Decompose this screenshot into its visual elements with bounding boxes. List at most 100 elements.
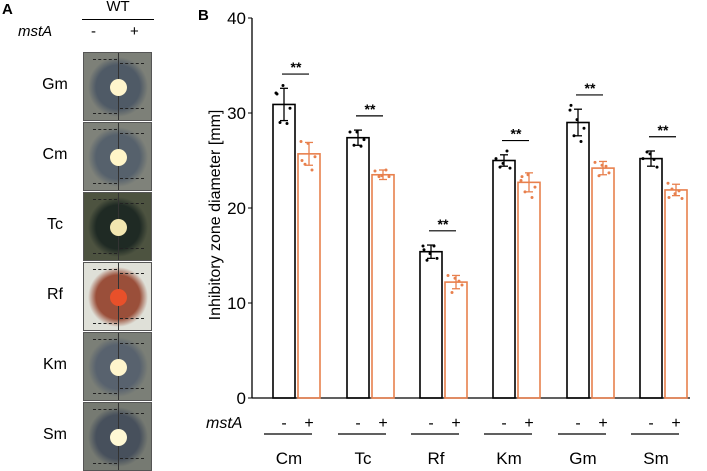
antibiotic-disc	[110, 289, 127, 306]
zone-mark	[120, 273, 144, 274]
data-point	[299, 140, 303, 143]
data-point	[310, 168, 314, 172]
zone-mark	[120, 63, 144, 64]
zone-mark	[93, 183, 117, 184]
data-point	[377, 175, 381, 179]
data-point	[450, 291, 454, 295]
data-point	[380, 174, 384, 178]
zone-mark	[93, 409, 117, 410]
zone-mark	[93, 59, 117, 60]
data-point	[348, 130, 352, 134]
plate-label: Gm	[42, 76, 68, 93]
bar-Cm-minus	[272, 103, 296, 399]
category-label: Cm	[276, 449, 302, 468]
data-point	[673, 192, 677, 196]
bar-Km-minus	[492, 159, 516, 399]
data-point	[519, 178, 523, 182]
bar-Sm-plus	[664, 189, 688, 399]
bar-Tc-minus	[346, 136, 370, 399]
data-point	[421, 244, 425, 248]
antibiotic-disc	[110, 79, 127, 96]
data-point	[275, 92, 279, 96]
plate-image	[83, 52, 152, 121]
data-point	[387, 175, 391, 179]
condition-label: +	[598, 415, 607, 432]
bar-Rf-plus	[444, 281, 468, 399]
y-tick-label: 30	[227, 104, 246, 123]
bar-Tc-plus	[371, 173, 395, 399]
strain-label: WT	[106, 0, 130, 15]
plate-image	[83, 262, 152, 331]
data-point	[359, 144, 363, 148]
panel-a-label: A	[2, 1, 13, 18]
data-point	[288, 106, 292, 110]
condition-label: -	[355, 415, 360, 432]
condition-label: +	[524, 415, 533, 432]
data-point	[582, 126, 586, 130]
condition-label: +	[378, 415, 387, 432]
zone-mark	[120, 203, 144, 204]
antibiotic-disc	[110, 429, 127, 446]
data-point	[355, 130, 359, 134]
data-point	[303, 162, 307, 166]
data-point	[670, 187, 674, 191]
data-point	[384, 168, 388, 172]
condition-label: -	[648, 415, 653, 432]
significance-label: **	[511, 126, 522, 142]
data-point	[428, 252, 432, 256]
data-point	[352, 143, 356, 147]
zone-mark	[120, 318, 144, 319]
data-point	[530, 196, 534, 200]
y-tick-label: 40	[227, 9, 246, 28]
data-point	[460, 283, 464, 287]
zone-mark	[120, 343, 144, 344]
bar-Sm-minus	[639, 157, 663, 399]
zone-mark	[93, 463, 117, 464]
antibiotic-disc	[110, 149, 127, 166]
data-point	[579, 140, 583, 143]
zone-mark	[93, 323, 117, 324]
plate-label: Cm	[42, 146, 68, 163]
data-point	[568, 108, 572, 112]
data-point	[446, 273, 450, 277]
condition-label: -	[281, 415, 286, 432]
plate-label: Tc	[47, 216, 63, 233]
zone-mark	[120, 413, 144, 414]
plate-image	[83, 332, 152, 401]
data-point	[285, 121, 289, 125]
plate-label: Km	[43, 356, 67, 373]
data-point	[677, 189, 681, 193]
zone-mark	[93, 269, 117, 270]
antibiotic-disc	[110, 219, 127, 236]
zone-mark	[93, 393, 117, 394]
data-point	[425, 258, 429, 262]
condition-plus: +	[130, 23, 139, 40]
data-point	[508, 166, 512, 170]
data-point	[569, 103, 573, 107]
zone-mark	[120, 178, 144, 179]
data-point	[666, 181, 670, 185]
data-point	[278, 121, 282, 124]
zone-mark	[120, 108, 144, 109]
condition-label: +	[671, 415, 680, 432]
zone-mark	[93, 199, 117, 200]
y-tick-label: 0	[237, 389, 246, 408]
zone-mark	[93, 253, 117, 254]
zone-mark	[93, 339, 117, 340]
zone-mark	[120, 458, 144, 459]
bar-Gm-plus	[591, 167, 615, 399]
condition-minus: -	[91, 23, 96, 40]
data-point	[432, 244, 436, 248]
data-point	[457, 279, 461, 283]
y-axis-label: Inhibitory zone diameter [mm]	[207, 110, 224, 321]
data-point	[523, 190, 527, 194]
data-point	[600, 163, 604, 167]
data-point	[505, 149, 509, 153]
significance-label: **	[365, 101, 376, 117]
data-point	[597, 174, 601, 178]
data-point	[422, 248, 426, 252]
category-label: Tc	[355, 449, 373, 468]
zone-mark	[120, 133, 144, 134]
